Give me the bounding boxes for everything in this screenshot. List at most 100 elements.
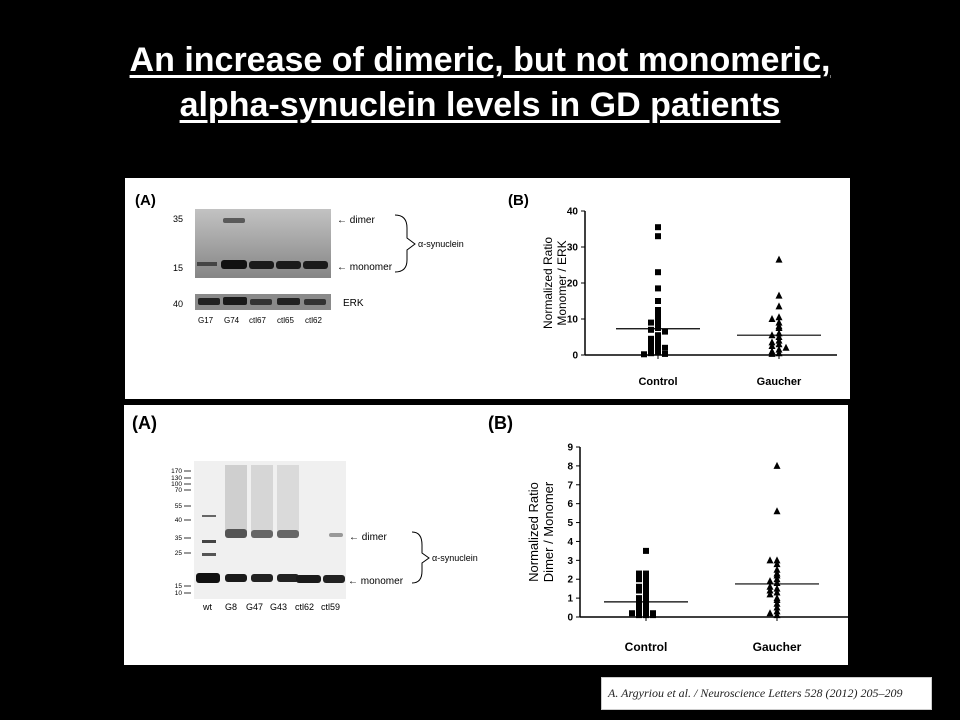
data-point-triangle bbox=[773, 584, 781, 592]
mw-marker: 40 bbox=[173, 299, 183, 309]
mw-marker: 170 bbox=[171, 468, 182, 475]
data-point-square bbox=[648, 343, 654, 349]
data-point-square bbox=[662, 350, 668, 357]
data-point-triangle bbox=[773, 588, 781, 596]
mw-marker: 130 bbox=[171, 475, 182, 482]
bracket-icon bbox=[394, 214, 416, 273]
y-tick-label: 30 bbox=[567, 243, 579, 254]
data-point-triangle bbox=[773, 607, 781, 615]
data-point-square bbox=[648, 335, 654, 342]
data-point-square bbox=[655, 337, 661, 344]
data-point-triangle bbox=[773, 565, 781, 573]
monomer-label: ← monomer bbox=[337, 262, 393, 273]
lane-label: ctl67 bbox=[249, 316, 266, 325]
y-axis-label-line: Monomer / ERK bbox=[555, 240, 569, 325]
category-label: Control bbox=[638, 376, 677, 388]
y-tick-label: 5 bbox=[567, 518, 573, 529]
data-point-square bbox=[636, 612, 642, 619]
y-tick-label: 9 bbox=[567, 443, 573, 454]
data-point-triangle bbox=[773, 560, 781, 568]
panel-label-b: (B) bbox=[508, 192, 529, 209]
data-point-square bbox=[655, 224, 661, 231]
title-line-2: alpha-synuclein levels in GD patients bbox=[179, 86, 781, 124]
data-point-square bbox=[655, 285, 661, 292]
data-point-triangle bbox=[768, 342, 776, 349]
y-tick-label: 10 bbox=[567, 315, 579, 326]
figure-top: (A) 35 15 40 ← dimer ← monomer bbox=[125, 178, 850, 399]
data-point-square bbox=[636, 587, 642, 594]
data-point-square bbox=[643, 580, 649, 586]
y-tick-label: 8 bbox=[567, 461, 573, 472]
panel-label-a: (A) bbox=[132, 413, 157, 433]
data-point-triangle bbox=[775, 333, 783, 340]
citation: A. Argyriou et al. / Neuroscience Letter… bbox=[601, 677, 932, 710]
data-point-square bbox=[643, 593, 649, 600]
data-point-square bbox=[648, 326, 654, 333]
data-point-triangle bbox=[773, 575, 781, 583]
data-point-square bbox=[655, 298, 661, 304]
data-point-triangle bbox=[773, 461, 781, 469]
data-point-triangle bbox=[782, 343, 790, 351]
western-blot-image bbox=[195, 209, 331, 310]
western-blot-image bbox=[194, 461, 346, 599]
y-tick-label: 6 bbox=[567, 499, 573, 510]
mw-marker: 15 bbox=[175, 583, 183, 590]
data-point-square bbox=[636, 576, 642, 583]
data-point-square bbox=[662, 328, 668, 335]
data-point-square bbox=[636, 595, 642, 602]
data-point-square bbox=[648, 339, 654, 346]
data-point-square bbox=[643, 600, 649, 607]
data-point-triangle bbox=[775, 349, 783, 357]
y-tick-label: 7 bbox=[567, 480, 573, 491]
mw-marker: 40 bbox=[175, 517, 183, 524]
figure-top-svg: (A) 35 15 40 ← dimer ← monomer bbox=[135, 192, 837, 388]
data-point-square bbox=[655, 310, 661, 317]
protein-label: α-synuclein bbox=[432, 553, 478, 563]
lane-label: wt bbox=[202, 602, 212, 612]
data-point-square bbox=[648, 350, 654, 357]
category-label: Control bbox=[625, 640, 668, 654]
dimer-label: ← dimer bbox=[349, 532, 387, 543]
loading-control-label: ERK bbox=[343, 298, 364, 309]
lane-label: ctl62 bbox=[295, 602, 314, 612]
data-point-square bbox=[655, 307, 661, 313]
data-point-square bbox=[643, 604, 649, 611]
panel-label-a: (A) bbox=[135, 192, 156, 209]
data-point-square bbox=[641, 351, 647, 358]
lane-label: G8 bbox=[225, 602, 237, 612]
data-point-triangle bbox=[773, 596, 781, 603]
y-axis-label: Normalized RatioDimer / Monomer bbox=[526, 481, 556, 582]
data-point-square bbox=[629, 610, 635, 617]
y-axis-label-line: Normalized Ratio bbox=[526, 482, 541, 582]
data-point-square bbox=[636, 602, 642, 609]
data-point-triangle bbox=[768, 315, 776, 322]
data-point-square bbox=[655, 341, 661, 348]
data-point-triangle bbox=[766, 586, 774, 594]
data-point-square bbox=[655, 269, 661, 276]
data-point-triangle bbox=[766, 609, 774, 617]
data-point-square bbox=[643, 576, 649, 583]
y-tick-label: 3 bbox=[567, 556, 573, 567]
data-point-square bbox=[648, 319, 654, 326]
figure-bottom: (A) 170 130 100 70 55 40 35 25 15 10 ← dimer ← mo… bbox=[124, 405, 848, 665]
data-point-triangle bbox=[766, 556, 774, 564]
data-point-triangle bbox=[773, 556, 781, 564]
data-point-triangle bbox=[766, 582, 774, 590]
data-point-triangle bbox=[766, 590, 774, 598]
mw-marker: 70 bbox=[175, 487, 183, 494]
slide-title: An increase of dimeric, but not monomeri… bbox=[0, 38, 960, 128]
data-point-square bbox=[643, 597, 649, 603]
y-tick-label: 4 bbox=[567, 537, 573, 548]
protein-label: α-synuclein bbox=[418, 239, 464, 249]
lane-label: ctl65 bbox=[277, 316, 294, 325]
y-tick-label: 1 bbox=[567, 594, 573, 605]
y-tick-label: 0 bbox=[567, 613, 573, 624]
data-point-triangle bbox=[775, 255, 783, 263]
data-point-square bbox=[655, 233, 661, 240]
y-tick-label: 2 bbox=[567, 575, 573, 586]
data-point-triangle bbox=[766, 577, 774, 585]
y-tick-label: 20 bbox=[567, 279, 579, 290]
data-point-square bbox=[643, 547, 649, 554]
data-point-square bbox=[643, 570, 649, 577]
data-point-triangle bbox=[775, 291, 783, 299]
